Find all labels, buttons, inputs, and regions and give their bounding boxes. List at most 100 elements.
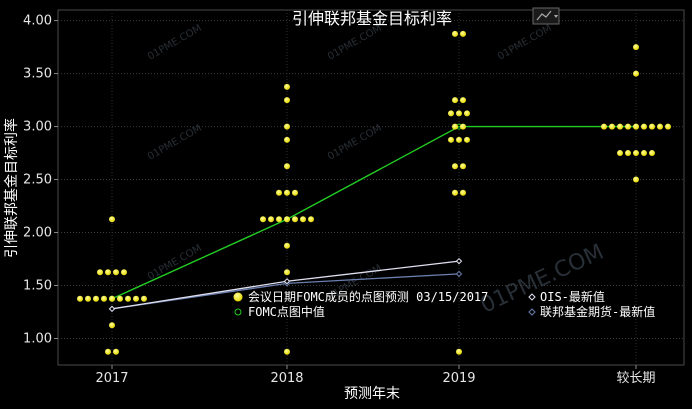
series-marker bbox=[283, 278, 291, 285]
series-marker bbox=[108, 305, 116, 313]
y-tick-label: 3.50 bbox=[23, 67, 52, 82]
dot-plot-dot bbox=[464, 110, 470, 117]
dot-plot-dot bbox=[452, 189, 458, 196]
dot-plot-dot bbox=[292, 216, 298, 223]
dot-plot-dot bbox=[456, 110, 462, 117]
dot-plot-dot bbox=[601, 123, 607, 130]
dot-plot-dot bbox=[633, 150, 639, 157]
dot-plot-dot bbox=[101, 295, 107, 302]
x-tick-label: 2017 bbox=[95, 371, 128, 386]
legend-label: 会议日期FOMC成员的点图预测 03/15/2017 bbox=[248, 289, 488, 304]
legend-futures-marker bbox=[528, 308, 536, 316]
plot-area bbox=[57, 9, 685, 366]
dot-plot-dot bbox=[105, 348, 111, 355]
dot-plot-dot bbox=[300, 216, 306, 223]
dot-plot-dot bbox=[464, 136, 470, 143]
dot-plot-dot bbox=[617, 123, 623, 130]
dot-plot-dot bbox=[113, 269, 119, 276]
dot-plot-dot bbox=[452, 30, 458, 37]
dot-plot-dot bbox=[292, 189, 298, 196]
legend-label: 联邦基金期货-最新值 bbox=[540, 304, 655, 319]
dot-plot-dot bbox=[284, 83, 290, 90]
x-tick-label: 2018 bbox=[270, 371, 303, 386]
dot-plot-dot bbox=[260, 216, 266, 223]
dot-plot-dot bbox=[633, 44, 639, 51]
dot-plot-dot bbox=[460, 97, 466, 104]
dot-plot-dot bbox=[633, 176, 639, 183]
legend-dot-marker bbox=[233, 292, 243, 302]
dot-plot-dot bbox=[117, 295, 123, 302]
dot-plot-dot bbox=[284, 216, 290, 223]
dot-plot-dot bbox=[97, 269, 103, 276]
dot-plot-dot bbox=[460, 163, 466, 170]
x-axis-label: 预测年末 bbox=[344, 386, 400, 402]
x-tick-label: 2019 bbox=[442, 371, 475, 386]
dot-plot-dot bbox=[448, 136, 454, 143]
dot-plot-dot bbox=[268, 216, 274, 223]
dot-plot-dot bbox=[113, 348, 119, 355]
dot-plot-dot bbox=[308, 216, 314, 223]
x-tick-label: 较长期 bbox=[616, 371, 655, 386]
dot-plot-dot bbox=[633, 70, 639, 77]
dot-plot-dot bbox=[284, 163, 290, 170]
dot-plot-dot bbox=[284, 269, 290, 276]
legend-ois-marker bbox=[528, 293, 536, 301]
legend-median-marker bbox=[234, 308, 242, 316]
dot-plot-dots bbox=[77, 30, 671, 355]
dot-plot-dot bbox=[77, 295, 83, 302]
dot-plot-dot bbox=[609, 123, 615, 130]
dot-plot-dot bbox=[105, 269, 111, 276]
dot-plot-dot bbox=[641, 150, 647, 157]
dot-plot-dot bbox=[284, 189, 290, 196]
series-lines bbox=[108, 123, 639, 313]
dot-plot-dot bbox=[452, 123, 458, 130]
dot-plot-dot bbox=[121, 269, 127, 276]
dot-plot-dot bbox=[452, 163, 458, 170]
y-tick-label: 1.00 bbox=[23, 332, 52, 347]
dot-plot-dot bbox=[460, 123, 466, 130]
dot-plot-dot bbox=[276, 216, 282, 223]
line-chart-menu-icon[interactable] bbox=[532, 7, 560, 25]
y-tick-label: 2.50 bbox=[23, 173, 52, 188]
dot-plot-dot bbox=[456, 348, 462, 355]
dot-plot-dot bbox=[141, 295, 147, 302]
dot-plot-dot bbox=[109, 322, 115, 329]
y-tick-label: 2.00 bbox=[23, 226, 52, 241]
dot-plot-dot bbox=[657, 123, 663, 130]
legend-label: FOMC点图中值 bbox=[248, 304, 325, 319]
gridlines bbox=[58, 10, 684, 365]
dot-plot-dot bbox=[460, 189, 466, 196]
dot-plot-dot bbox=[284, 123, 290, 130]
dot-plot-dot bbox=[284, 348, 290, 355]
dot-plot-dot bbox=[448, 110, 454, 117]
dot-plot-dot bbox=[452, 97, 458, 104]
dot-plot-dot bbox=[625, 150, 631, 157]
y-tick-label: 3.00 bbox=[23, 120, 52, 135]
legend-label: OIS-最新值 bbox=[540, 289, 605, 304]
series-marker bbox=[455, 257, 463, 265]
dot-plot-dot bbox=[284, 242, 290, 249]
axes: 1.00 1.50 2.00 2.50 3.00 3.50 4.00 2017 2018 2019… bbox=[23, 14, 655, 386]
y-tick-label: 4.00 bbox=[23, 14, 52, 29]
dot-plot-dot bbox=[625, 123, 631, 130]
dot-plot-dot bbox=[284, 136, 290, 143]
dot-plot-dot bbox=[617, 150, 623, 157]
dot-plot-dot bbox=[133, 295, 139, 302]
dot-plot-dot bbox=[125, 295, 131, 302]
dot-plot-dot bbox=[276, 189, 282, 196]
dot-plot-dot bbox=[85, 295, 91, 302]
dot-plot-dot bbox=[109, 295, 115, 302]
dot-plot-dot bbox=[93, 295, 99, 302]
y-axis-label: 引伸联邦基金目标利率 bbox=[3, 118, 20, 258]
y-tick-label: 1.50 bbox=[23, 279, 52, 294]
dot-plot-dot bbox=[109, 216, 115, 223]
series-line bbox=[111, 125, 636, 300]
dot-plot-dot bbox=[460, 30, 466, 37]
dot-plot-dot bbox=[284, 97, 290, 104]
dot-plot-dot bbox=[649, 123, 655, 130]
dot-plot-dot bbox=[641, 123, 647, 130]
dot-plot-dot bbox=[649, 150, 655, 157]
